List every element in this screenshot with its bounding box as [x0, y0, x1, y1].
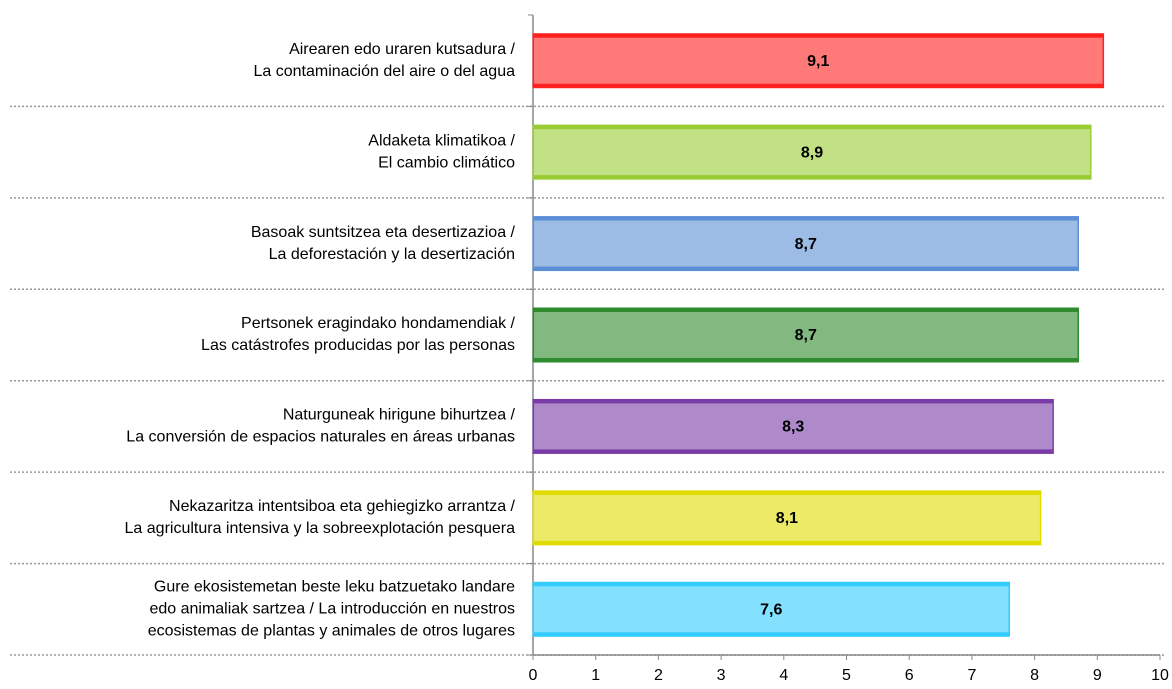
category-label: La contaminación del aire o del agua: [253, 63, 515, 80]
x-tick-label: 5: [842, 667, 851, 684]
value-label: 8,7: [795, 236, 817, 253]
x-tick-label: 10: [1151, 667, 1169, 684]
bar-highlight: [534, 37, 1103, 84]
category-label: Basoak suntsitzea eta desertizazioa /: [251, 224, 516, 241]
category-label: Pertsonek eragindako hondamendiak /: [241, 315, 516, 332]
category-label: Nekazaritza intentsiboa eta gehiegizko a…: [169, 498, 516, 515]
x-tick-label: 6: [905, 667, 914, 684]
category-label: La deforestación y la desertización: [269, 246, 515, 263]
category-label: Gure ekosistemetan beste leku batzuetako…: [154, 579, 515, 596]
value-label: 8,7: [795, 327, 817, 344]
bar: [532, 398, 1054, 454]
category-label: La agricultura intensiva y la sobreexplo…: [125, 520, 516, 537]
x-tick-label: 2: [654, 667, 663, 684]
x-tick-label: 9: [1093, 667, 1102, 684]
bar-highlight: [534, 586, 1009, 633]
category-label: El cambio climático: [378, 154, 515, 171]
value-label: 8,1: [776, 510, 798, 527]
bar-highlight: [534, 129, 1091, 176]
x-tick-label: 8: [1030, 667, 1039, 684]
bar: [532, 33, 1105, 89]
category-label: Aldaketa klimatikoa /: [368, 132, 515, 149]
category-label: Airearen edo uraren kutsadura /: [289, 41, 515, 58]
category-label: Las catástrofes producidas por las perso…: [201, 337, 515, 354]
bar: [532, 307, 1079, 363]
category-label: ecosistemas de plantas y animales de otr…: [148, 623, 515, 640]
x-tick-label: 4: [779, 667, 788, 684]
bar-highlight: [534, 220, 1078, 267]
bar: [532, 581, 1011, 637]
category-label: Naturguneak hirigune bihurtzea /: [283, 407, 516, 424]
x-tick-label: 7: [967, 667, 976, 684]
value-label: 8,3: [782, 419, 804, 436]
value-label: 7,6: [760, 602, 782, 619]
x-tick-label: 0: [529, 667, 538, 684]
x-tick-label: 1: [591, 667, 600, 684]
category-label: edo animaliak sartzea / La introducción …: [149, 601, 515, 618]
bar-highlight: [534, 403, 1053, 450]
value-label: 8,9: [801, 144, 823, 161]
x-tick-label: 3: [717, 667, 726, 684]
bar: [532, 216, 1079, 272]
value-label: 9,1: [807, 53, 829, 70]
bar-highlight: [534, 312, 1078, 358]
bar: [532, 490, 1042, 546]
bar: [532, 124, 1092, 180]
bar-highlight: [534, 494, 1040, 541]
category-label: La conversión de espacios naturales en á…: [126, 429, 515, 446]
